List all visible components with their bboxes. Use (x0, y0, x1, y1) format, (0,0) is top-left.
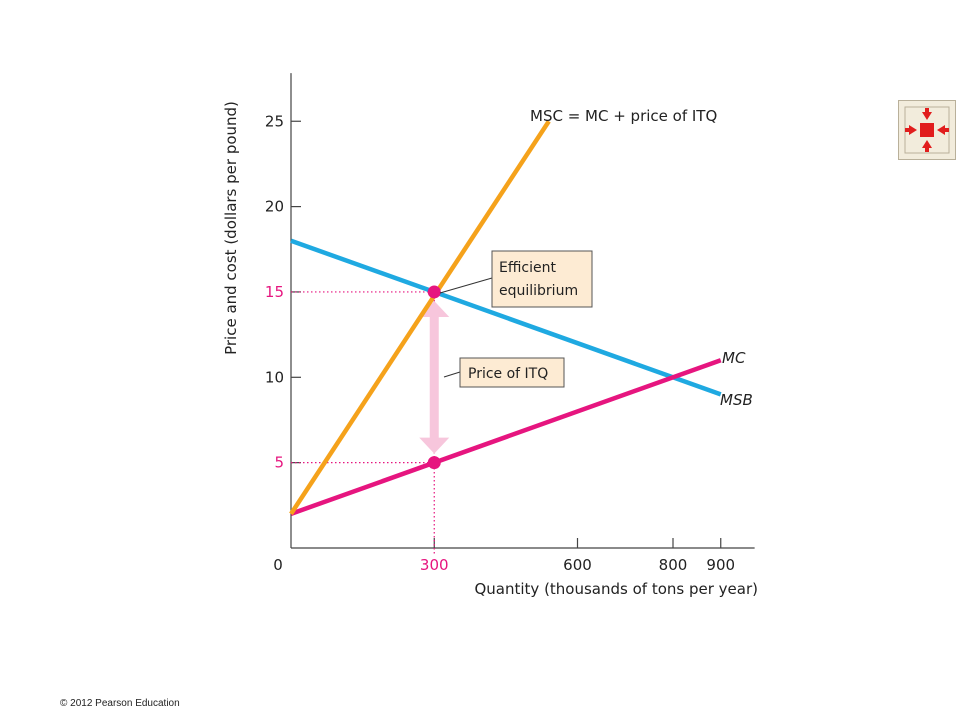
x-axis-title: Quantity (thousands of tons per year) (474, 580, 758, 598)
msc-line (289, 120, 551, 516)
msb-series-label: MSB (720, 391, 753, 409)
efficient-callout-line2: equilibrium (499, 283, 578, 299)
itq-callout-box (459, 357, 565, 388)
price-of-itq-callout: Price of ITQ (443, 357, 565, 388)
equilibrium-point (427, 456, 441, 470)
axes (290, 73, 755, 549)
price-of-itq-arrow (419, 300, 450, 454)
x-tick-label: 900 (706, 556, 735, 574)
y-tick-label: 15 (265, 283, 284, 301)
equilibrium-point (427, 285, 441, 299)
x-tick-label: 600 (563, 556, 592, 574)
msc-series-label: MSC = MC + price of ITQ (530, 107, 717, 125)
x-tick-label: 800 (659, 556, 688, 574)
efficient-callout-box (491, 250, 593, 308)
mc-series-label: MC (722, 349, 746, 367)
y-tick-label: 5 (274, 454, 284, 472)
equilibrium-points (427, 285, 441, 470)
y-tick-label: 10 (265, 368, 284, 386)
x-tick-label: 0 (273, 556, 283, 574)
efficient-callout-leader (439, 277, 493, 294)
y-tick-label: 20 (265, 198, 284, 216)
copyright-text: © 2012 Pearson Education (60, 698, 180, 709)
x-tick-label: 300 (420, 556, 449, 574)
itq-double-arrow (419, 300, 450, 454)
itq-callout-leader (443, 371, 461, 378)
itq-callout-label: Price of ITQ (468, 366, 548, 382)
collapse-arrows-icon[interactable] (898, 100, 956, 160)
mc-line (290, 358, 722, 516)
tick-labels: 5 10 15 20 25 0 300 600 800 900 (265, 112, 735, 574)
efficient-equilibrium-callout: Efficient equilibrium (439, 250, 593, 308)
efficient-callout-line1: Efficient (499, 260, 556, 276)
y-axis-title: Price and cost (dollars per pound) (222, 101, 240, 355)
series-lines (289, 120, 722, 516)
msb-line (290, 238, 722, 397)
y-tick-label: 25 (265, 112, 284, 130)
